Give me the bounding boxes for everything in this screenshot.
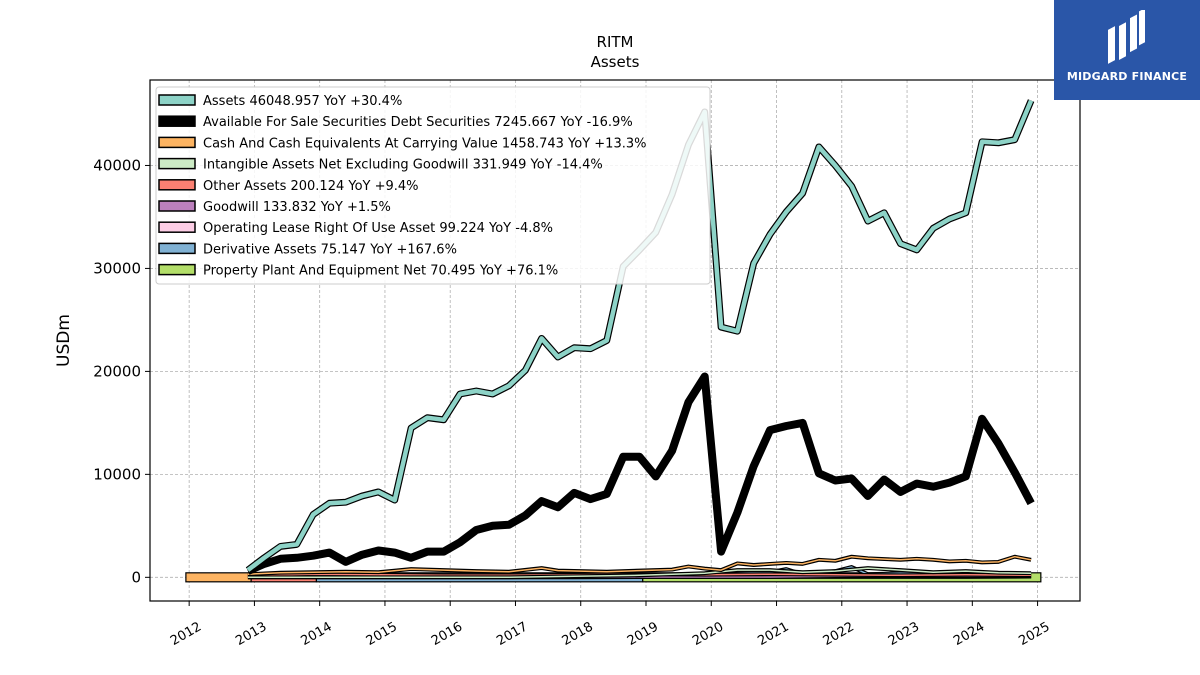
y-tick-label: 20000: [93, 362, 141, 380]
legend: Assets 46048.957 YoY +30.4% Available For…: [155, 86, 711, 285]
legend-swatch: [158, 200, 196, 212]
y-tick-label: 10000: [93, 465, 141, 483]
legend-label: Other Assets 200.124 YoY +9.4%: [203, 179, 419, 194]
legend-swatch: [158, 94, 196, 106]
brand-logo: MIDGARD FINANCE: [1054, 0, 1200, 100]
logo-mark-icon: [1108, 10, 1145, 64]
legend-label: Goodwill 133.832 YoY +1.5%: [203, 200, 391, 215]
x-tick-label: 2020: [690, 619, 726, 649]
legend-label: Property Plant And Equipment Net 70.495 …: [203, 264, 558, 279]
legend-label: Available For Sale Securities Debt Secur…: [203, 115, 633, 130]
legend-swatch: [158, 221, 196, 233]
brand-name: MIDGARD FINANCE: [1066, 70, 1188, 83]
legend-swatch: [158, 115, 196, 127]
x-tick-label: 2018: [560, 619, 596, 649]
x-tick-label: 2012: [168, 619, 204, 649]
series-line-2: [247, 555, 1032, 575]
x-tick-label: 2017: [494, 619, 530, 649]
series-line-3: [247, 567, 1032, 579]
chart-title: RITM: [597, 33, 634, 51]
y-tick-label: 40000: [93, 156, 141, 174]
legend-swatch: [158, 179, 196, 191]
legend-label: Derivative Assets 75.147 YoY +167.6%: [203, 242, 457, 257]
legend-label: Assets 46048.957 YoY +30.4%: [203, 94, 402, 109]
legend-swatch: [158, 136, 196, 149]
y-tick-label: 0: [131, 568, 141, 586]
y-axis-label: USDm: [54, 314, 74, 367]
x-tick-label: 2025: [1016, 619, 1052, 649]
x-tick-label: 2019: [625, 619, 661, 649]
y-tick-label: 30000: [93, 259, 141, 277]
x-tick-label: 2023: [886, 619, 922, 649]
series-line-1: [246, 372, 1035, 575]
x-tick-label: 2021: [755, 619, 791, 649]
x-tick-label: 2022: [821, 619, 857, 649]
x-tick-label: 2014: [299, 619, 335, 649]
x-tick-label: 2016: [429, 619, 465, 649]
legend-label: Operating Lease Right Of Use Asset 99.22…: [203, 221, 553, 236]
baseline-band: [185, 572, 252, 583]
legend-swatch: [158, 263, 196, 276]
x-tick-label: 2024: [951, 619, 987, 649]
x-tick-label: 2013: [233, 619, 269, 649]
x-tick-label: 2015: [364, 619, 400, 649]
legend-label: Cash And Cash Equivalents At Carrying Va…: [203, 136, 646, 151]
legend-label: Intangible Assets Net Excluding Goodwill…: [203, 158, 603, 173]
legend-swatch: [158, 157, 196, 170]
legend-swatch: [158, 242, 196, 255]
legend-box: [155, 86, 711, 285]
chart-subtitle: Assets: [591, 53, 640, 71]
plot-frame: [149, 79, 1081, 602]
